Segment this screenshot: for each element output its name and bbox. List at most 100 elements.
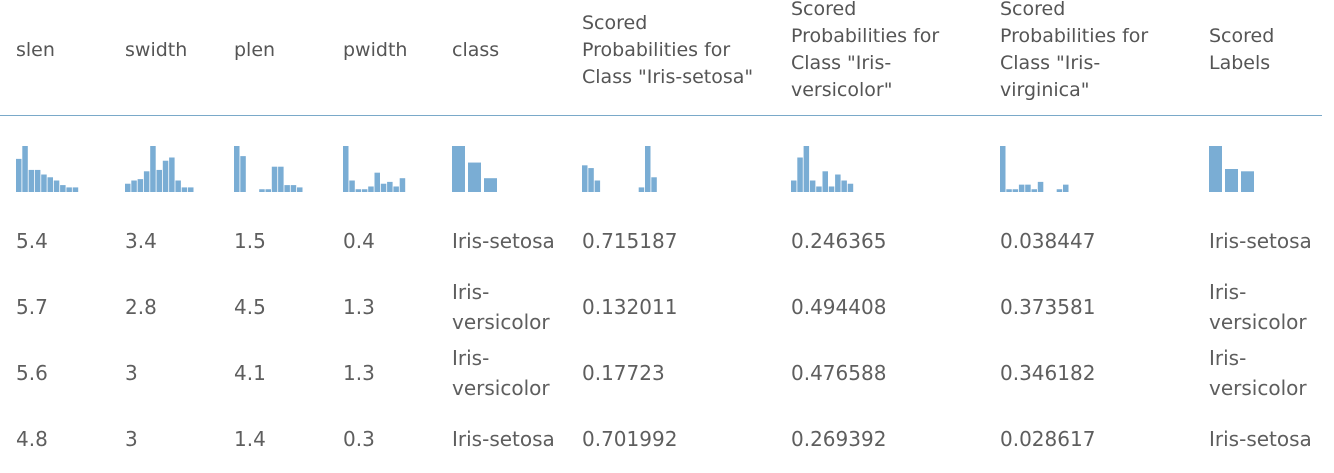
histogram-bar [34, 169, 41, 192]
histogram-bar [47, 177, 53, 192]
histogram-bar [374, 172, 380, 192]
cell-pwidth: 0.3 [343, 427, 375, 451]
histogram-bar [393, 186, 399, 192]
cell-class: Iris-​versicolor [452, 280, 550, 334]
cell-p-versicolor: 0.494408 [791, 295, 887, 319]
histogram-bar [290, 185, 297, 192]
histogram-bar [361, 189, 368, 192]
histogram-bar [452, 146, 465, 192]
header-divider [0, 115, 1322, 116]
histogram-bar [841, 180, 847, 192]
histogram-bar [399, 178, 406, 192]
histogram-bar [1000, 146, 1006, 192]
histogram-pwidth[interactable] [343, 140, 406, 192]
histogram-bar [175, 180, 181, 192]
histogram-bar [1006, 189, 1012, 192]
cell-p-versicolor: 0.246365 [791, 229, 887, 253]
cell-scored-labels: Iris-​versicolor [1209, 346, 1307, 400]
histogram-bar [828, 186, 835, 192]
histogram-bar [638, 187, 645, 192]
histogram-bar [1063, 184, 1069, 192]
histogram-swidth[interactable] [125, 140, 195, 192]
histogram-scored-labels[interactable] [1209, 140, 1257, 192]
cell-slen: 5.4 [16, 229, 48, 253]
column-header-class[interactable]: class [452, 38, 500, 61]
column-header-swidth[interactable]: swidth [125, 38, 188, 61]
cell-slen: 5.7 [16, 295, 48, 319]
histogram-bar [822, 171, 828, 192]
column-header-p-setosa[interactable]: Scored Probabilities for Class "Iris-set… [582, 11, 754, 88]
cell-p-setosa: 0.17723 [582, 361, 665, 385]
histogram-bar [594, 180, 601, 192]
histogram-bar [468, 162, 481, 192]
histogram-class[interactable] [452, 140, 500, 192]
column-header-p-versicolor[interactable]: Scored Probabilities for Class "Iris- ve… [791, 0, 940, 101]
histogram-bar [1225, 169, 1238, 192]
histogram-bar [66, 187, 72, 192]
cell-swidth: 3.4 [125, 229, 157, 253]
histogram-bar [847, 183, 854, 192]
histogram-bar [349, 180, 355, 192]
histogram-bar [22, 146, 28, 192]
histogram-bar [297, 187, 303, 192]
cell-p-setosa: 0.715187 [582, 229, 678, 253]
histogram-bar [72, 187, 79, 192]
column-header-p-virginica[interactable]: Scored Probabilities for Class "Iris- vi… [1000, 0, 1149, 101]
histogram-bar [259, 189, 265, 192]
histogram-p-setosa[interactable] [582, 140, 658, 192]
cell-slen: 5.6 [16, 361, 48, 385]
histogram-bar [651, 177, 657, 192]
cell-scored-labels: Iris-​setosa [1209, 427, 1312, 451]
cell-class: Iris-​versicolor [452, 346, 550, 400]
cell-swidth: 2.8 [125, 295, 157, 319]
histogram-bar [125, 183, 131, 192]
cell-p-versicolor: 0.269392 [791, 427, 887, 451]
column-header-plen[interactable]: plen [234, 38, 276, 61]
histogram-bar [284, 185, 290, 192]
histogram-bar [137, 179, 144, 192]
cell-swidth: 3 [125, 361, 138, 385]
histogram-bar [271, 166, 278, 192]
histogram-bar [1012, 189, 1019, 192]
histogram-bar [835, 174, 841, 192]
histogram-bar [188, 187, 194, 192]
histogram-bar [181, 187, 188, 192]
histogram-bar [53, 180, 60, 192]
histogram-bar [343, 146, 349, 192]
cell-scored-labels: Iris-​setosa [1209, 229, 1312, 253]
histogram-bar [1018, 184, 1025, 192]
histogram-bar [809, 180, 816, 192]
cell-p-versicolor: 0.476588 [791, 361, 887, 385]
column-header-slen[interactable]: slen [16, 38, 55, 61]
histogram-bar [355, 189, 362, 192]
cell-plen: 4.1 [234, 361, 266, 385]
histogram-bar [162, 160, 169, 192]
histogram-bar [1025, 184, 1031, 192]
histogram-bar [368, 186, 374, 192]
histogram-bar [1037, 181, 1044, 192]
histogram-p-virginica[interactable] [1000, 140, 1070, 192]
histogram-bar [60, 185, 66, 192]
histogram-bar [791, 180, 797, 192]
histogram-bar [1209, 146, 1222, 192]
cell-class: Iris-​setosa [452, 427, 555, 451]
histogram-bar [582, 165, 588, 192]
histogram-bar [1031, 189, 1037, 192]
cell-slen: 4.8 [16, 427, 48, 451]
cell-p-virginica: 0.028617 [1000, 427, 1096, 451]
histogram-bar [387, 181, 393, 192]
column-header-pwidth[interactable]: pwidth [343, 38, 408, 61]
cell-p-setosa: 0.132011 [582, 295, 678, 319]
histogram-p-versicolor[interactable] [791, 140, 854, 192]
column-header-scored-labels[interactable]: Scored Labels [1209, 25, 1275, 74]
histogram-bar [156, 169, 162, 192]
cell-p-setosa: 0.701992 [582, 427, 678, 451]
histogram-bar [797, 157, 803, 192]
histogram-bar [278, 166, 284, 192]
histogram-bar [1056, 189, 1063, 192]
histogram-slen[interactable] [16, 140, 79, 192]
histogram-bar [816, 186, 822, 192]
histogram-plen[interactable] [234, 140, 304, 192]
cell-p-virginica: 0.038447 [1000, 229, 1096, 253]
cell-pwidth: 0.4 [343, 229, 375, 253]
